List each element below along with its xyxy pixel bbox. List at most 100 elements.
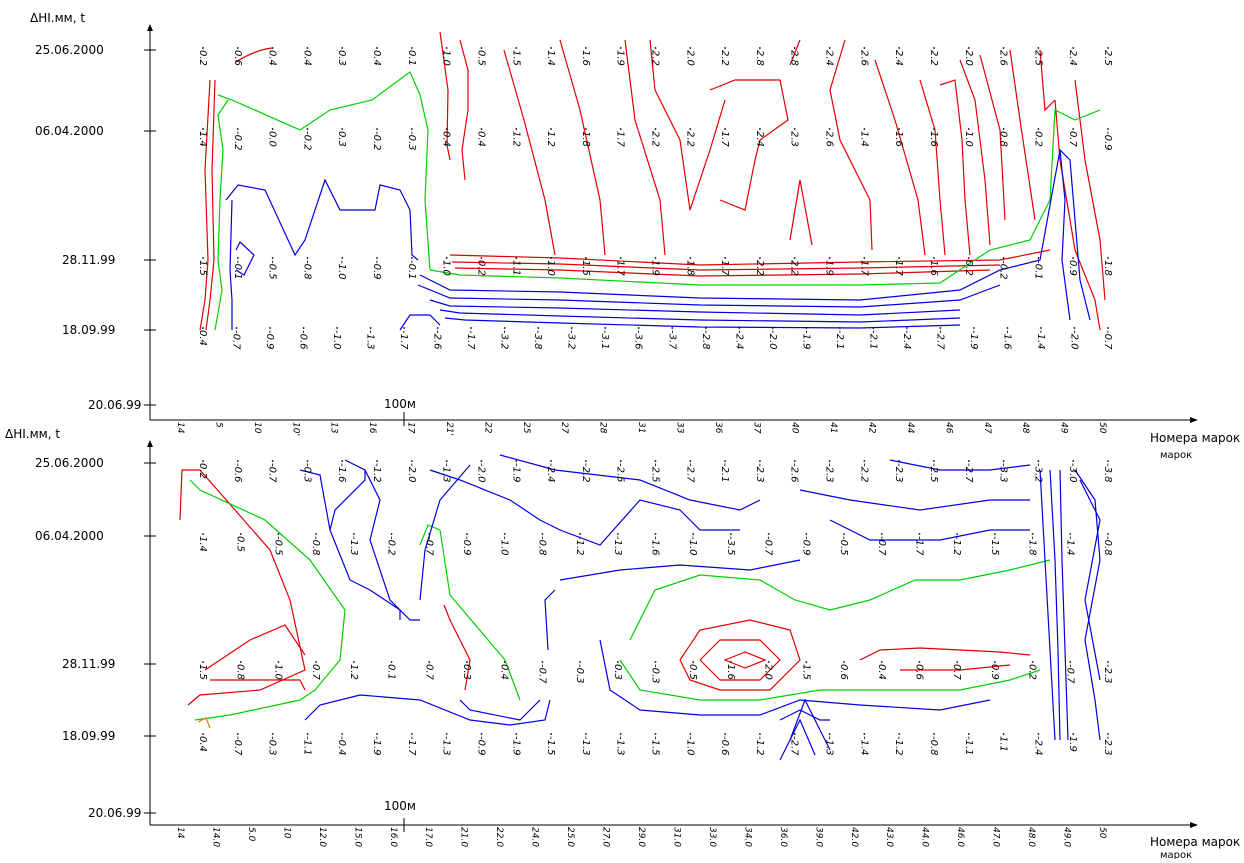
value-label: -1.9 <box>800 330 811 350</box>
value-dot <box>689 47 692 49</box>
value-dot <box>918 661 921 663</box>
value-label: -1.5 <box>650 736 661 756</box>
value-label: -0.9 <box>264 330 275 350</box>
value-dot <box>828 733 831 735</box>
value-label: -0.3 <box>406 131 417 151</box>
value-label: -1.3 <box>612 536 623 556</box>
value-dot <box>759 460 761 462</box>
value-label: -3.0 <box>1067 463 1078 483</box>
y-axis-arrow-top <box>147 24 153 31</box>
value-dot <box>933 128 935 130</box>
value-dot <box>271 47 274 49</box>
mark-label: 14 <box>175 422 185 434</box>
value-dot <box>541 533 544 535</box>
mark-label: 47.0 <box>991 827 1001 847</box>
value-label: -1.3 <box>348 536 359 556</box>
value-label: -2.5 <box>928 463 939 483</box>
value-dot <box>480 460 483 462</box>
value-dot <box>1002 257 1005 259</box>
value-dot <box>428 533 431 535</box>
value-label: -0.6 <box>232 463 243 483</box>
value-label: -2.3 <box>1102 664 1113 684</box>
contour-line-red <box>699 639 781 681</box>
value-label: -2.7 <box>963 463 974 483</box>
contour-line-blue <box>304 694 551 726</box>
y-tick-label: 18.09.99 <box>62 729 115 743</box>
value-dot <box>515 460 518 462</box>
value-label: -0.8 <box>928 736 939 756</box>
contour-line-green <box>629 559 1051 641</box>
value-dot <box>315 661 318 663</box>
mark-label: 10 <box>252 422 262 434</box>
mark-label: 31 <box>636 422 646 433</box>
value-dot <box>993 661 996 663</box>
mark-label: 42.0 <box>849 827 859 847</box>
value-label: -3.1 <box>599 330 610 350</box>
value-dot <box>654 128 657 130</box>
value-dot <box>376 257 378 259</box>
mark-label: 21.0 <box>459 827 469 847</box>
value-label: -0.7 <box>231 330 242 350</box>
mark-label: 17.0 <box>423 827 433 847</box>
value-label: -1.7 <box>398 330 409 350</box>
value-dot <box>410 128 413 130</box>
value-dot <box>933 733 935 735</box>
value-label: -1.2 <box>574 536 585 556</box>
contour-line-blue <box>779 718 816 761</box>
value-dot <box>872 327 875 329</box>
value-label: 0.4 <box>441 131 452 147</box>
mark-label: 29.0 <box>636 827 646 847</box>
value-dot <box>390 661 393 663</box>
contour-line-red <box>709 79 789 211</box>
value-dot <box>619 47 622 49</box>
value-dot <box>480 733 483 735</box>
mark-label: 48.0 <box>1026 827 1036 847</box>
mark-label: 10 <box>281 827 291 839</box>
contour-line-green <box>217 71 431 271</box>
value-dot <box>993 533 996 535</box>
mark-label: 15.0 <box>352 827 362 847</box>
value-dot <box>1002 128 1005 130</box>
value-label: 2.4 <box>754 131 765 147</box>
value-label: 1.9 <box>824 260 835 276</box>
value-label: 0.6 <box>913 664 924 680</box>
value-label: 2.5 <box>1032 50 1043 66</box>
contour-line-red <box>449 249 1051 266</box>
contour-line-red <box>210 679 306 691</box>
value-dot <box>692 533 695 535</box>
mark-label: 46 <box>943 422 953 434</box>
value-label: 2.6 <box>858 50 869 66</box>
value-dot <box>1072 460 1075 462</box>
value-label: 0.5 <box>235 536 246 552</box>
mark-label: 42 <box>867 422 877 434</box>
value-dot <box>838 327 841 329</box>
scale-label-top: 100м <box>384 397 416 411</box>
value-dot <box>239 533 242 535</box>
value-label: -1.3 <box>580 736 591 756</box>
value-dot <box>480 257 483 259</box>
value-dot <box>341 47 344 49</box>
value-dot <box>271 733 274 735</box>
value-dot <box>369 327 372 329</box>
value-label: 2.2 <box>754 260 765 276</box>
value-dot <box>973 327 975 329</box>
value-label: -2.2 <box>858 463 869 483</box>
mark-label: 16 <box>367 422 377 434</box>
value-label: 1.2 <box>545 131 556 147</box>
value-dot <box>277 533 280 535</box>
value-label: 1.0 <box>545 260 556 276</box>
contour-line-orange <box>197 717 211 729</box>
value-label: -3.3 <box>998 463 1009 483</box>
value-dot <box>967 47 970 49</box>
value-dot <box>1072 128 1075 130</box>
value-dot <box>550 460 552 462</box>
value-label: -0.8 <box>310 536 321 556</box>
value-label: 1.1 <box>510 260 521 276</box>
value-dot <box>550 257 552 259</box>
contour-line-blue <box>1059 469 1069 741</box>
value-dot <box>202 661 204 663</box>
value-dot <box>202 533 204 535</box>
value-dot <box>306 47 309 49</box>
value-dot <box>1040 327 1042 329</box>
contour-line-blue <box>429 299 961 316</box>
